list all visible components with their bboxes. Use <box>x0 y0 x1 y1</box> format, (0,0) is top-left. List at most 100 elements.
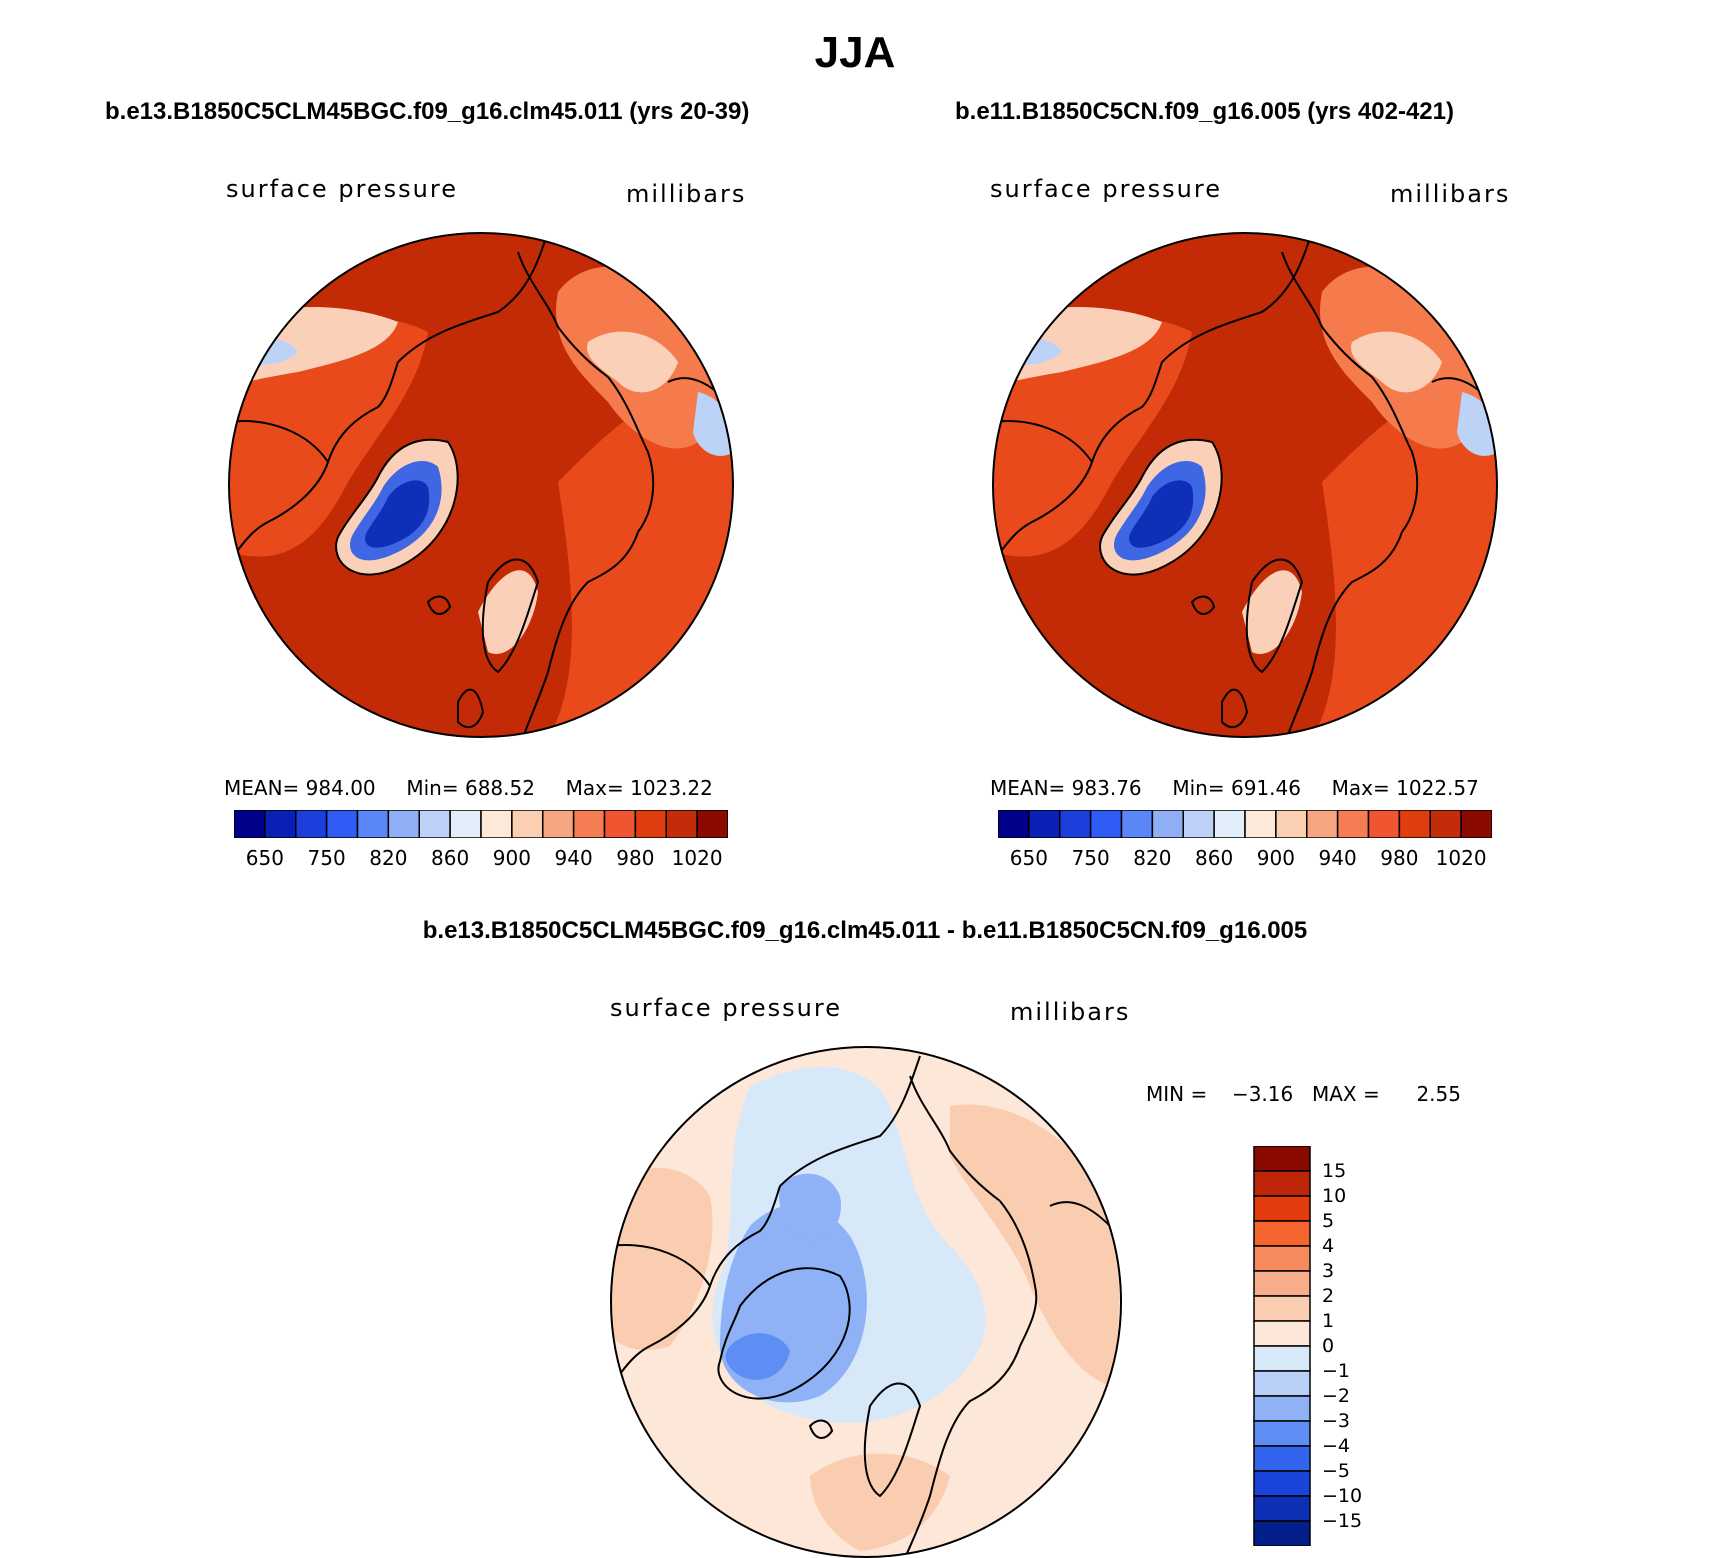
panel-1-colorbar-swatch <box>603 810 637 838</box>
panel-1-units-label: millibars <box>626 180 747 208</box>
panel-1-scandinavia-highland <box>478 570 538 654</box>
difference-colorbar-tick-label: 1 <box>1322 1310 1335 1332</box>
difference-colorbar-tick-label: −5 <box>1322 1460 1351 1482</box>
difference-colorbar-labels: 15 10 5 4 3 2 1 0 −1 −2 −3 −4 −5 −10 −15 <box>1322 1146 1382 1546</box>
panel-1-max-value: 1023.22 <box>630 776 713 800</box>
panel-2-min-value: 691.46 <box>1230 776 1301 800</box>
difference-colorbar-tick-label: 2 <box>1322 1285 1335 1307</box>
panel-2-colorbar-tick-label: 820 <box>1133 846 1172 870</box>
panel-2-colorbar-swatch <box>1213 810 1246 838</box>
panel-1-min-value: 688.52 <box>464 776 535 800</box>
panel-1-colorbar-tick-label: 980 <box>616 846 655 870</box>
panel-1-map-border <box>228 232 734 738</box>
difference-colorbar-tick-label: 15 <box>1322 1160 1347 1182</box>
panel-2-tibet-plateau <box>1457 392 1497 456</box>
difference-colorbar-tick-label: −2 <box>1322 1385 1351 1407</box>
panel-1-colorbar-swatch <box>634 810 667 838</box>
panel-2-colorbar-swatch <box>1244 810 1277 838</box>
difference-positive-atlantic <box>810 1453 950 1551</box>
panel-2-colorbar-swatch <box>1089 810 1123 838</box>
panel-1-mean-label: MEAN= <box>224 776 300 800</box>
panel-2-colorbar-swatch <box>998 810 1030 838</box>
panel-2-colorbar-labels: 650 750 820 860 900 940 980 1020 <box>998 846 1492 872</box>
panel-1-case-title: b.e13.B1850C5CLM45BGC.f09_g16.clm45.011 … <box>105 98 750 125</box>
panel-2-colorbar-swatch <box>1429 810 1462 838</box>
difference-colorbar-swatch <box>1253 1245 1311 1272</box>
difference-min-label: MIN = <box>1146 1082 1208 1106</box>
difference-colorbar-swatch <box>1253 1270 1311 1297</box>
panel-2-max-value: 1022.57 <box>1396 776 1479 800</box>
difference-colorbar-tick-label: 4 <box>1322 1235 1335 1257</box>
panel-1-colorbar-swatch <box>696 810 728 838</box>
panel-1-colorbar-tick-label: 900 <box>492 846 531 870</box>
panel-2-colorbar <box>998 810 1492 838</box>
panel-1-siberia-highland <box>587 331 678 393</box>
difference-colorbar-swatch <box>1253 1470 1311 1497</box>
difference-colorbar-swatch <box>1253 1320 1311 1347</box>
difference-colorbar-swatch <box>1253 1295 1311 1322</box>
panel-1-min-label: Min= <box>406 776 459 800</box>
panel-1-coastlines <box>229 233 729 737</box>
difference-colorbar-swatch <box>1253 1345 1311 1372</box>
difference-negative-baffin <box>779 1173 841 1241</box>
panel-2-colorbar-swatch <box>1398 810 1431 838</box>
panel-2-colorbar-tick-label: 650 <box>1009 846 1048 870</box>
difference-colorbar-tick-label: −15 <box>1322 1510 1363 1532</box>
panel-1-colorbar-tick-label: 940 <box>554 846 593 870</box>
panel-1-colorbar-swatch <box>264 810 297 838</box>
panel-2-max-label: Max= <box>1331 776 1390 800</box>
panel-2-coastlines <box>993 233 1493 737</box>
panel-2-colorbar-tick-label: 980 <box>1380 846 1419 870</box>
difference-variable-label: surface pressure <box>610 994 842 1022</box>
panel-1-colorbar-swatch <box>665 810 698 838</box>
difference-colorbar-swatch <box>1253 1445 1311 1472</box>
panel-2-colorbar-swatch <box>1367 810 1401 838</box>
panel-1-colorbar-tick-label: 750 <box>307 846 346 870</box>
panel-2-colorbar-tick-label: 860 <box>1195 846 1234 870</box>
panel-1-variable-label: surface pressure <box>226 175 458 203</box>
difference-colorbar-tick-label: −3 <box>1322 1410 1351 1432</box>
panel-2-polar-map <box>992 232 1498 738</box>
panel-2-greenland-core <box>1129 480 1194 548</box>
panel-2-colorbar-swatch <box>1059 810 1092 838</box>
panel-2-units-label: millibars <box>1390 180 1511 208</box>
panel-1-colorbar-swatch <box>511 810 544 838</box>
difference-colorbar-swatch <box>1253 1495 1311 1522</box>
panel-2-min-label: Min= <box>1172 776 1225 800</box>
panel-2-scandinavia-highland <box>1242 570 1302 654</box>
panel-2-colorbar-swatch <box>1120 810 1154 838</box>
difference-colorbar-swatch <box>1253 1146 1311 1172</box>
difference-title: b.e13.B1850C5CLM45BGC.f09_g16.clm45.011 … <box>422 917 1308 944</box>
panel-1-colorbar <box>234 810 728 838</box>
panel-1-colorbar-swatch <box>542 810 575 838</box>
panel-2-map-border <box>992 232 1498 738</box>
panel-1-colorbar-swatch <box>295 810 328 838</box>
difference-colorbar <box>1253 1146 1311 1546</box>
difference-colorbar-tick-label: −10 <box>1322 1485 1363 1507</box>
panel-1-northamerica-field <box>229 317 428 557</box>
difference-colorbar-swatch <box>1253 1395 1311 1422</box>
panel-1-max-label: Max= <box>565 776 624 800</box>
difference-colorbar-swatch <box>1253 1170 1311 1197</box>
panel-2-colorbar-tick-label: 940 <box>1318 846 1357 870</box>
panel-2-northamerica-field <box>993 317 1192 557</box>
difference-minmax: MIN = −3.16 MAX = 2.55 <box>1146 1082 1461 1106</box>
panel-1-colorbar-labels: 650 750 820 860 900 940 980 1020 <box>234 846 728 872</box>
panel-2-colorbar-swatch <box>1151 810 1184 838</box>
difference-colorbar-tick-label: 10 <box>1322 1185 1347 1207</box>
panel-2-siberia-highland <box>1351 331 1442 393</box>
figure-title: JJA <box>814 28 896 77</box>
panel-2-colorbar-swatch <box>1336 810 1370 838</box>
panel-2-colorbar-swatch <box>1460 810 1492 838</box>
panel-1-colorbar-swatch <box>356 810 390 838</box>
difference-colorbar-tick-label: 0 <box>1322 1335 1335 1357</box>
panel-1-greenland-core <box>365 480 430 548</box>
difference-min-value: −3.16 <box>1231 1082 1294 1106</box>
panel-1-colorbar-swatch <box>572 810 606 838</box>
difference-max-label: MAX = <box>1311 1082 1380 1106</box>
panel-1-colorbar-swatch <box>234 810 266 838</box>
difference-colorbar-swatch <box>1253 1220 1311 1247</box>
difference-polar-map <box>610 1046 1122 1558</box>
difference-coastlines <box>611 1055 1111 1557</box>
panel-1-colorbar-tick-label: 860 <box>431 846 470 870</box>
